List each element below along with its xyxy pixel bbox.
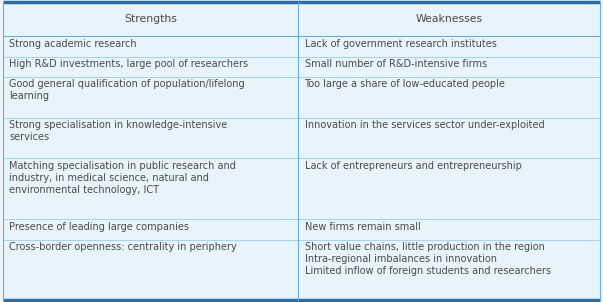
Text: Cross-border openness: centrality in periphery: Cross-border openness: centrality in per… — [9, 242, 237, 252]
Text: Good general qualification of population/lifelong
learning: Good general qualification of population… — [9, 79, 245, 101]
Text: Strong specialisation in knowledge-intensive
services: Strong specialisation in knowledge-inten… — [9, 120, 227, 142]
Text: Lack of entrepreneurs and entrepreneurship: Lack of entrepreneurs and entrepreneursh… — [305, 161, 522, 171]
Text: New firms remain small: New firms remain small — [305, 222, 420, 232]
Text: Matching specialisation in public research and
industry, in medical science, nat: Matching specialisation in public resear… — [9, 161, 236, 194]
Text: Lack of government research institutes: Lack of government research institutes — [305, 39, 496, 49]
Text: Short value chains, little production in the region
Intra-regional imbalances in: Short value chains, little production in… — [305, 242, 551, 276]
Text: Presence of leading large companies: Presence of leading large companies — [9, 222, 189, 232]
Text: Too large a share of low-educated people: Too large a share of low-educated people — [305, 79, 505, 89]
Text: Strong academic research: Strong academic research — [9, 39, 137, 49]
Text: Weaknesses: Weaknesses — [415, 14, 483, 24]
Text: Small number of R&D-intensive firms: Small number of R&D-intensive firms — [305, 59, 487, 69]
Text: Strengths: Strengths — [124, 14, 177, 24]
Text: Innovation in the services sector under-exploited: Innovation in the services sector under-… — [305, 120, 544, 130]
Text: High R&D investments, large pool of researchers: High R&D investments, large pool of rese… — [9, 59, 248, 69]
